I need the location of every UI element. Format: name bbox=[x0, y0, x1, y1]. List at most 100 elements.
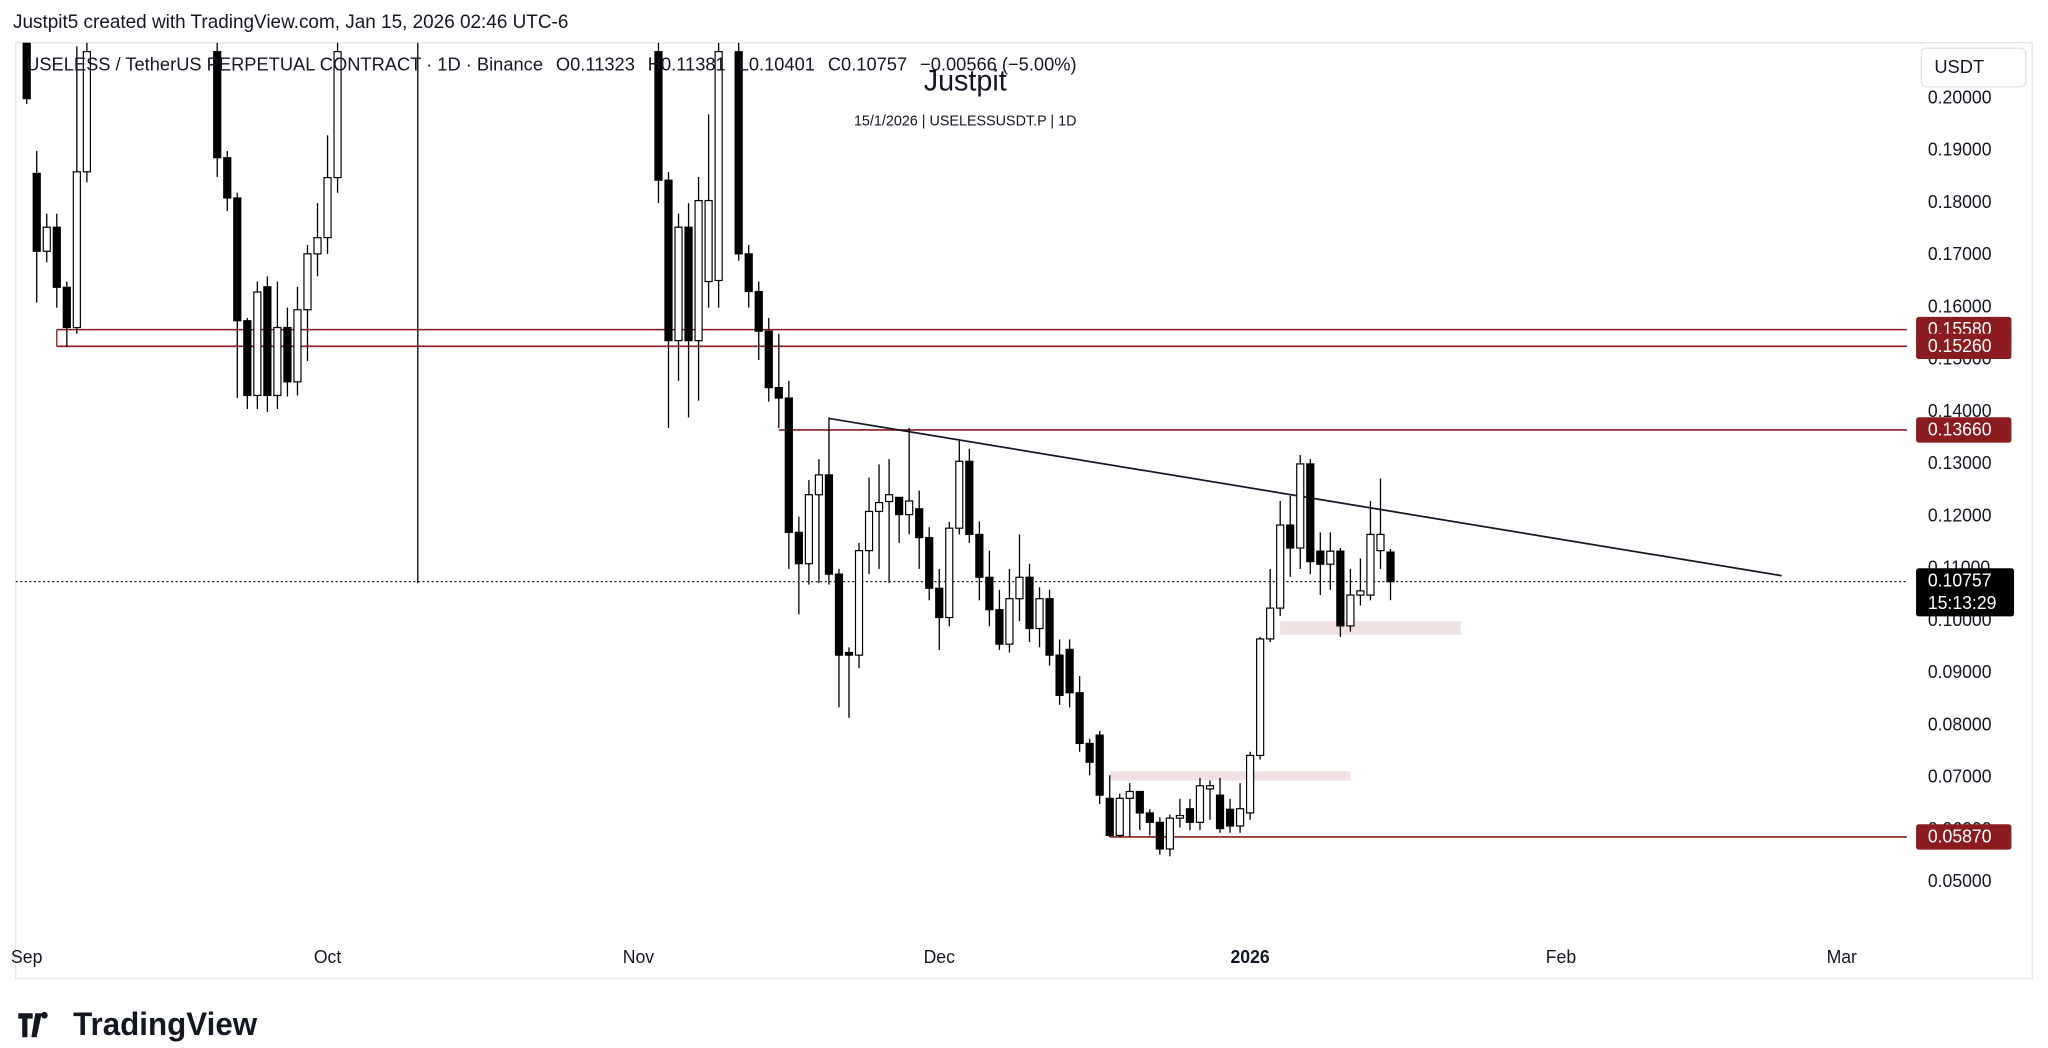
candle-body bbox=[1155, 821, 1164, 850]
currency-button[interactable]: USDT bbox=[1920, 47, 2027, 88]
zone bbox=[1109, 771, 1351, 781]
candle-body bbox=[905, 500, 914, 516]
candle-body bbox=[82, 51, 91, 173]
candle-body bbox=[1185, 808, 1195, 823]
candle-body bbox=[1266, 607, 1275, 640]
candle-body bbox=[1376, 533, 1385, 552]
candle-body bbox=[1256, 638, 1265, 757]
y-tick-label: 0.18000 bbox=[1928, 192, 1992, 212]
y-tick-label: 0.19000 bbox=[1928, 140, 1992, 160]
change-value: −0.00566 (−5.00%) bbox=[920, 53, 1077, 74]
candle-body bbox=[1336, 550, 1345, 627]
symbol: USELESS / TetherUS PERPETUAL CONTRACT · … bbox=[26, 53, 543, 74]
candle-body bbox=[52, 226, 61, 288]
countdown: 15:13:29 bbox=[1928, 593, 1997, 613]
candle-body bbox=[22, 42, 31, 100]
open-value: O0.11323 bbox=[556, 53, 635, 74]
candle-body bbox=[1065, 648, 1074, 694]
candle-body bbox=[814, 474, 824, 496]
low-value: L0.10401 bbox=[739, 53, 815, 74]
header: Justpit5 created with TradingView.com, J… bbox=[13, 12, 568, 33]
candle-body bbox=[674, 226, 683, 342]
candle-body bbox=[884, 494, 894, 503]
close-value: C0.10757 bbox=[828, 53, 907, 74]
candle-body bbox=[1225, 808, 1235, 827]
y-tick-label: 0.14000 bbox=[1928, 401, 1992, 421]
candle-body bbox=[704, 199, 713, 283]
candle-body bbox=[62, 286, 71, 329]
y-tick-label: 0.20000 bbox=[1928, 87, 1992, 107]
legend: USELESS / TetherUS PERPETUAL CONTRACT · … bbox=[26, 53, 1077, 74]
level-label-box bbox=[1916, 417, 2012, 443]
candle-body bbox=[1175, 814, 1185, 819]
trendline bbox=[828, 417, 1782, 577]
y-tick-label: 0.09000 bbox=[1928, 662, 1992, 682]
x-tick-label: Sep bbox=[11, 947, 42, 967]
candle-body bbox=[784, 397, 793, 533]
candle-body bbox=[1165, 817, 1175, 850]
logo-mark[interactable] bbox=[18, 1011, 48, 1038]
x-tick-label: Oct bbox=[314, 947, 341, 967]
last-price-box bbox=[1916, 568, 2015, 617]
y-tick-label: 0.12000 bbox=[1928, 505, 1992, 525]
candle-body bbox=[985, 576, 994, 611]
candle-body bbox=[844, 651, 854, 656]
x-tick-label: 2026 bbox=[1231, 947, 1270, 967]
candle-body bbox=[1346, 594, 1355, 627]
level-label: 0.15260 bbox=[1928, 336, 1992, 356]
x-tick-label: Mar bbox=[1827, 947, 1857, 967]
candle-body bbox=[32, 172, 41, 252]
candle-body bbox=[1296, 463, 1305, 549]
candle-body bbox=[323, 176, 332, 239]
candle-body bbox=[243, 320, 252, 397]
candle-body bbox=[1145, 812, 1154, 823]
candle-body bbox=[1195, 785, 1205, 823]
candle-body bbox=[1316, 550, 1325, 565]
candle-body bbox=[1105, 797, 1114, 836]
candle-body bbox=[804, 494, 813, 565]
candle-body bbox=[1115, 797, 1124, 836]
candle-body bbox=[1035, 598, 1044, 630]
candle-body bbox=[333, 51, 342, 179]
candle-body bbox=[223, 157, 232, 199]
candle-body bbox=[684, 226, 693, 342]
candle-body bbox=[1015, 576, 1024, 600]
candle-body bbox=[1306, 463, 1315, 563]
candle-body bbox=[764, 330, 773, 389]
candle-body bbox=[935, 587, 944, 619]
tradingview-logo[interactable]: TradingView bbox=[18, 1006, 257, 1042]
candle-body bbox=[864, 510, 874, 552]
candle-body bbox=[874, 501, 884, 513]
watermark-subtitle: 15/1/2026 | USELESSUSDT.P | 1D bbox=[854, 113, 1077, 129]
candle-body bbox=[213, 51, 222, 159]
currency-button-box[interactable] bbox=[1920, 47, 2027, 88]
x-tick-label: Feb bbox=[1546, 947, 1576, 967]
y-tick-label: 0.16000 bbox=[1928, 296, 1992, 316]
candle-body bbox=[1025, 576, 1034, 630]
chart-frame bbox=[15, 42, 2033, 980]
currency-label[interactable]: USDT bbox=[1934, 56, 1984, 77]
candle-body bbox=[694, 199, 703, 342]
candle-body bbox=[1085, 742, 1094, 763]
candle-body bbox=[1356, 590, 1365, 596]
candle-body bbox=[1005, 598, 1014, 645]
watermark-title: Justpit bbox=[924, 65, 1007, 97]
candle-body bbox=[1386, 551, 1395, 583]
candle-body bbox=[1245, 754, 1255, 814]
x-tick-label: Nov bbox=[623, 947, 654, 967]
candle-body bbox=[273, 326, 282, 397]
candle-body bbox=[945, 527, 954, 619]
candle-body bbox=[824, 474, 834, 575]
candle-body bbox=[995, 609, 1004, 645]
y-tick-label: 0.07000 bbox=[1928, 767, 1992, 787]
y-tick-label: 0.17000 bbox=[1928, 244, 1992, 264]
candle-body bbox=[854, 550, 864, 656]
zone bbox=[1280, 621, 1461, 635]
candle-body bbox=[774, 387, 783, 399]
logo-text[interactable]: TradingView bbox=[73, 1006, 257, 1042]
level-label-box bbox=[1916, 333, 2012, 360]
candle-body bbox=[72, 171, 81, 329]
candle-body bbox=[654, 51, 663, 181]
candle-body bbox=[253, 291, 262, 397]
